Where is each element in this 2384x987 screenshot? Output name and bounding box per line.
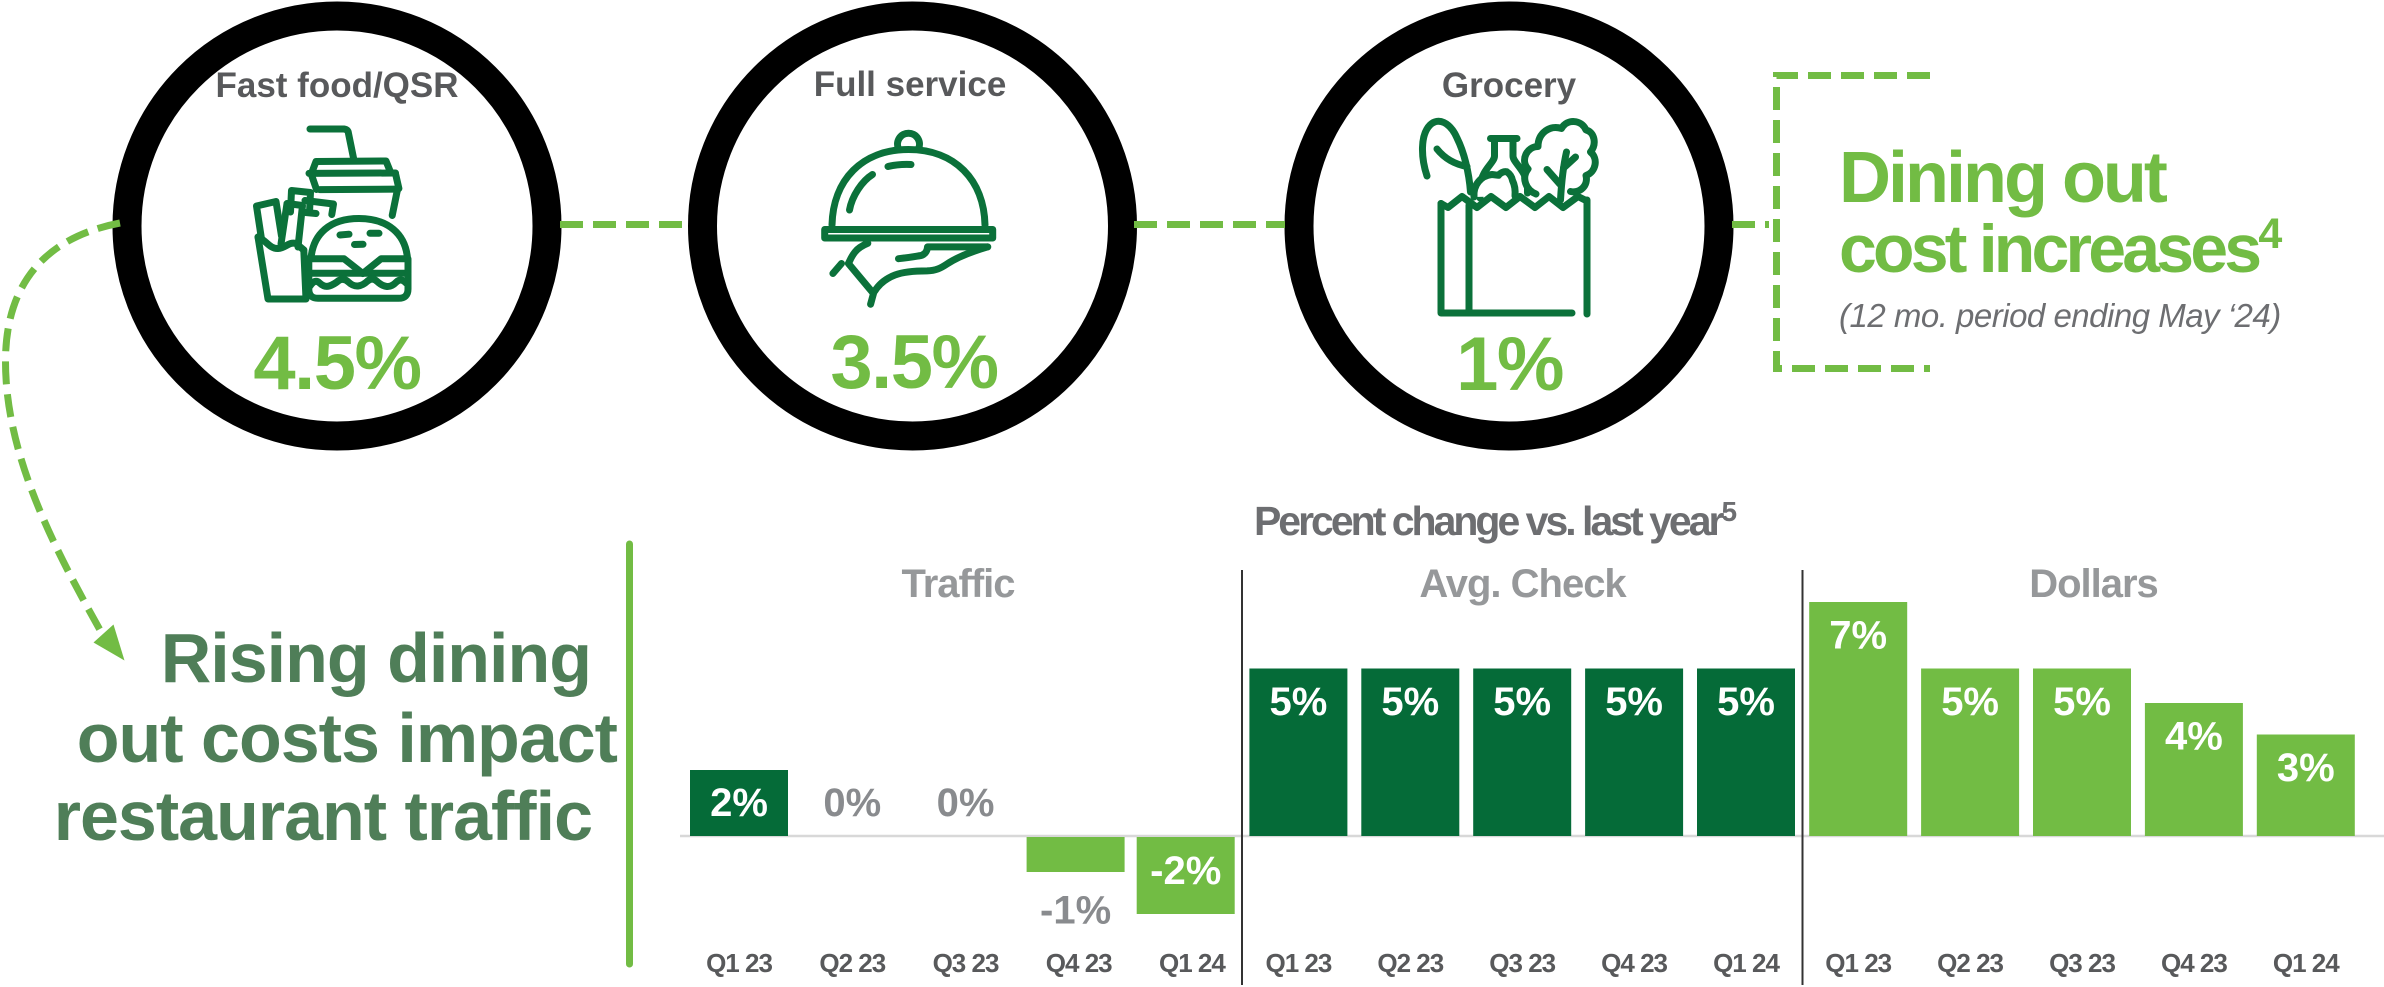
svg-text:Dollars: Dollars (2029, 562, 2158, 606)
svg-text:Q1 23: Q1 23 (706, 948, 772, 978)
svg-text:Q1 23: Q1 23 (1825, 948, 1891, 978)
svg-text:Q1 24: Q1 24 (1713, 948, 1780, 978)
svg-text:Grocery: Grocery (1442, 66, 1577, 105)
svg-text:5%: 5% (1269, 680, 1327, 724)
svg-text:Q1 24: Q1 24 (1159, 948, 1226, 978)
svg-text:Q3 23: Q3 23 (933, 948, 999, 978)
svg-text:5%: 5% (1941, 680, 1999, 724)
svg-text:Full service: Full service (814, 65, 1007, 104)
svg-text:Rising dining: Rising dining (161, 619, 591, 697)
svg-text:4.5%: 4.5% (253, 321, 420, 406)
svg-text:Q2 23: Q2 23 (1377, 948, 1443, 978)
svg-text:5%: 5% (2053, 680, 2111, 724)
svg-text:Q2 23: Q2 23 (819, 948, 885, 978)
svg-text:restaurant traffic: restaurant traffic (54, 777, 592, 855)
svg-text:Dining out: Dining out (1839, 138, 2168, 218)
svg-text:2%: 2% (710, 781, 768, 825)
svg-text:(12 mo. period ending May ‘24): (12 mo. period ending May ‘24) (1839, 297, 2281, 334)
svg-text:4%: 4% (2165, 715, 2223, 759)
svg-text:5%: 5% (1381, 680, 1439, 724)
svg-text:1%: 1% (1456, 322, 1563, 407)
svg-text:3.5%: 3.5% (830, 320, 997, 405)
svg-text:Fast food/QSR: Fast food/QSR (215, 66, 458, 105)
svg-text:Q3 23: Q3 23 (2049, 948, 2115, 978)
svg-text:Q4 23: Q4 23 (1046, 948, 1112, 978)
svg-text:Traffic: Traffic (901, 562, 1015, 606)
svg-text:Q4 23: Q4 23 (2161, 948, 2227, 978)
svg-text:-1%: -1% (1040, 889, 1111, 933)
svg-text:cost increases4: cost increases4 (1839, 210, 2282, 287)
svg-text:Q3 23: Q3 23 (1489, 948, 1555, 978)
svg-text:0%: 0% (823, 781, 881, 825)
svg-text:0%: 0% (937, 781, 995, 825)
svg-text:Q1 23: Q1 23 (1265, 948, 1331, 978)
svg-text:5%: 5% (1717, 680, 1775, 724)
svg-text:Q2 23: Q2 23 (1937, 948, 2003, 978)
svg-text:5%: 5% (1605, 680, 1663, 724)
svg-text:Q1 24: Q1 24 (2273, 948, 2340, 978)
svg-text:Q4 23: Q4 23 (1601, 948, 1667, 978)
svg-text:5%: 5% (1493, 680, 1551, 724)
svg-text:Avg. Check: Avg. Check (1419, 562, 1627, 606)
svg-text:3%: 3% (2277, 746, 2335, 790)
svg-text:7%: 7% (1829, 614, 1887, 658)
svg-text:-2%: -2% (1150, 849, 1221, 893)
svg-text:out costs impact: out costs impact (77, 699, 618, 777)
svg-text:Percent change vs. last year5: Percent change vs. last year5 (1254, 496, 1737, 544)
